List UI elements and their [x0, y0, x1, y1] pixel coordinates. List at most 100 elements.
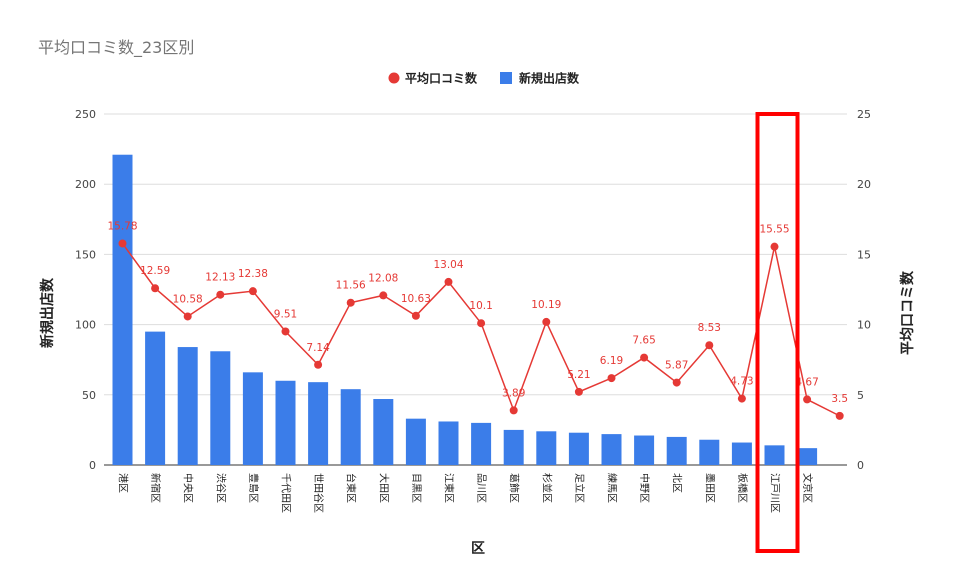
data-label: 5.21 [567, 369, 590, 381]
x-tick-label: 大田区 [377, 473, 390, 503]
y-right-axis-title: 平均口コミ数 [899, 270, 916, 355]
bar [471, 422, 492, 465]
bar [405, 418, 426, 465]
y-left-tick-label: 50 [82, 389, 96, 402]
bar [177, 347, 198, 465]
data-label: 8.53 [698, 322, 721, 334]
x-tick-label: 渋谷区 [214, 473, 227, 503]
x-tick-label: 新宿区 [149, 473, 162, 503]
data-point [737, 394, 746, 403]
legend-bar-marker [500, 72, 512, 84]
data-point [151, 284, 160, 293]
x-tick-label: 港区 [117, 473, 129, 493]
y-left-tick-label: 0 [89, 459, 96, 472]
x-tick-label: 練馬区 [606, 473, 619, 503]
data-label: 6.19 [600, 355, 623, 367]
data-label: 12.13 [205, 272, 235, 284]
highlight-rect [755, 112, 800, 553]
x-tick-label: 江戸川区 [769, 473, 781, 513]
bar-series [112, 154, 818, 465]
y-right-tick-label: 25 [857, 108, 871, 121]
bar [438, 421, 459, 465]
bar [634, 435, 655, 465]
y-right-tick-label: 0 [857, 459, 864, 472]
x-tick-label: 江東区 [443, 473, 456, 503]
bar [764, 445, 785, 465]
x-tick-label: 足立区 [573, 473, 586, 503]
data-label: 7.14 [306, 342, 330, 354]
y-right-tick-label: 15 [857, 248, 871, 261]
data-point [444, 277, 453, 286]
y-left-tick-label: 200 [75, 178, 96, 191]
bar [666, 436, 687, 465]
y-right-tick-label: 5 [857, 389, 864, 402]
x-tick-label: 目黒区 [410, 473, 422, 503]
data-point [770, 242, 779, 251]
x-tick-label: 杉並区 [540, 473, 553, 503]
data-label: 3.5 [831, 393, 848, 405]
x-tick-label: 中央区 [182, 473, 195, 503]
data-point [118, 239, 127, 248]
x-tick-label: 世田谷区 [312, 473, 324, 513]
x-tick-label: 豊島区 [247, 473, 260, 503]
bar [797, 448, 818, 465]
y-left-axis-title: 新規出店数 [39, 277, 56, 348]
data-label: 10.63 [401, 293, 431, 305]
bar [699, 439, 720, 465]
data-label: 15.78 [107, 220, 137, 232]
data-label: 4.67 [795, 376, 818, 388]
y-right-tick-label: 10 [857, 319, 871, 332]
data-point [346, 298, 355, 307]
bar [568, 432, 589, 465]
data-label: 10.58 [173, 293, 203, 305]
data-label: 5.87 [665, 360, 688, 372]
bar [373, 399, 394, 465]
data-point [248, 287, 257, 296]
bar [536, 431, 557, 465]
bar [275, 380, 296, 465]
data-point [314, 360, 323, 369]
x-tick-label: 中野区 [638, 473, 651, 503]
x-tick-label: 文京区 [801, 473, 814, 503]
x-tick-label: 台東区 [345, 473, 358, 503]
bar [340, 389, 361, 465]
data-point [607, 374, 616, 383]
y-left-tick-label: 150 [75, 248, 96, 261]
data-point [509, 406, 518, 415]
data-point [705, 341, 714, 350]
data-point [835, 411, 844, 420]
legend-line-label: 平均口コミ数 [405, 71, 478, 86]
chart-title: 平均口コミ数_23区別 [38, 38, 195, 57]
x-tick-label: 北区 [671, 473, 683, 493]
data-point [183, 312, 192, 321]
bar [601, 434, 622, 465]
data-label: 15.55 [759, 224, 789, 236]
x-tick-label: 品川区 [475, 473, 487, 503]
bar [210, 351, 231, 465]
bar [503, 429, 524, 465]
data-point [281, 327, 290, 336]
data-label: 7.65 [632, 335, 655, 347]
highlight-box [755, 112, 800, 553]
data-label: 10.19 [531, 299, 561, 311]
y-left-tick-label: 100 [75, 319, 96, 332]
data-point [542, 317, 551, 326]
data-label: 10.1 [469, 300, 492, 312]
data-label: 4.73 [730, 376, 753, 388]
x-tick-label: 千代田区 [280, 473, 292, 513]
data-label: 9.51 [274, 308, 297, 320]
bar [308, 382, 329, 465]
y-left-tick-label: 250 [75, 108, 96, 121]
y-right-tick-label: 20 [857, 178, 871, 191]
data-label: 13.04 [433, 259, 463, 271]
data-point [640, 353, 649, 362]
data-label: 12.59 [140, 265, 170, 277]
legend-line-marker [388, 72, 400, 84]
data-point [574, 387, 583, 396]
data-label: 3.89 [502, 387, 525, 399]
legend-bar-label: 新規出店数 [519, 71, 580, 86]
data-point [803, 395, 812, 404]
x-tick-label: 墨田区 [703, 473, 715, 503]
data-point [477, 319, 486, 328]
